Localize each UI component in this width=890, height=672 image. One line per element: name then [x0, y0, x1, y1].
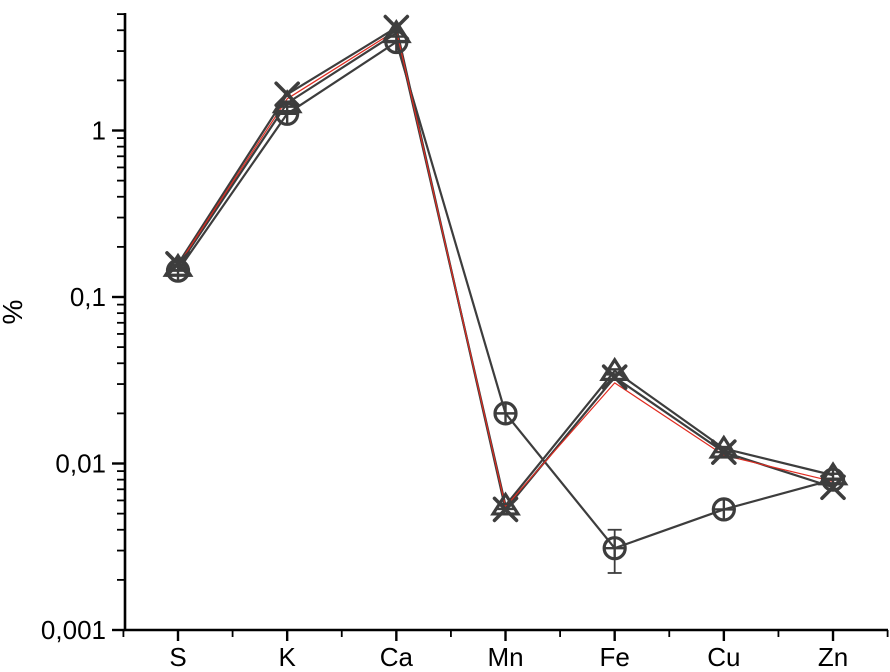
x-tick-label: Mn	[487, 642, 523, 672]
axis-frame	[123, 13, 888, 632]
marker-circle-plus	[602, 536, 627, 561]
marker-circle-plus	[711, 497, 736, 522]
marker-x	[274, 81, 300, 108]
x-tick-label: S	[169, 642, 186, 672]
marker-circle-plus	[493, 401, 518, 426]
marker-x	[492, 496, 519, 523]
y-axis-title: %	[0, 300, 28, 325]
marker-x	[165, 251, 191, 277]
x-tick-label: Zn	[818, 642, 848, 672]
series-line-red-reference-line	[177, 29, 834, 508]
marker-x	[820, 474, 846, 501]
marker-x	[601, 364, 628, 390]
series-line-x-series	[177, 26, 834, 511]
marker-x	[711, 439, 737, 465]
x-tick-label: Cu	[707, 642, 740, 672]
y-tick-label: 0,01	[55, 449, 106, 479]
x-tick-label: K	[278, 642, 296, 672]
y-tick-label: 0,1	[70, 282, 106, 312]
y-tick-label: 0,001	[41, 615, 106, 645]
marker-triangle-lined	[817, 461, 849, 486]
x-tick-label: Fe	[600, 642, 630, 672]
marker-circle-plus	[275, 101, 300, 126]
x-tick-label: Ca	[380, 642, 414, 672]
y-tick-label: 1	[92, 116, 106, 146]
marker-x	[383, 14, 410, 41]
